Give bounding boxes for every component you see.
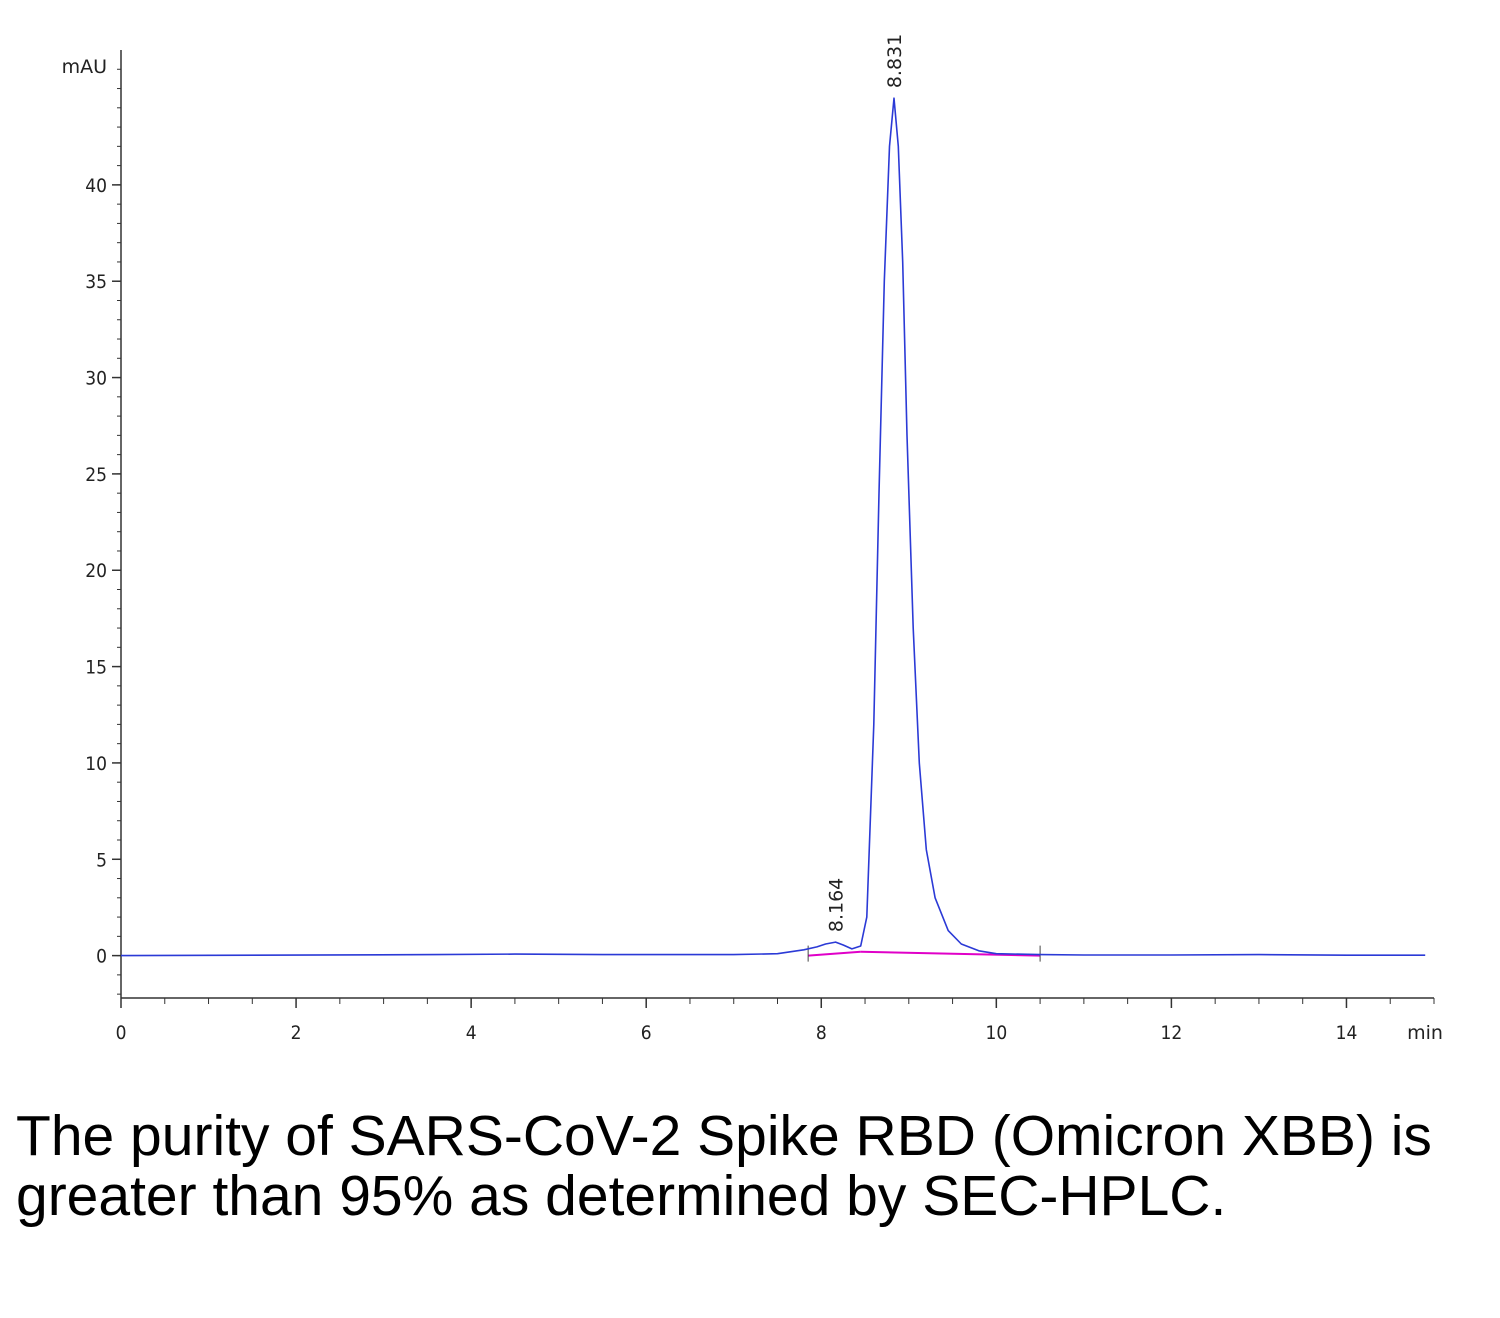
y-tick-label: 5 bbox=[96, 849, 107, 871]
axes bbox=[120, 50, 1434, 999]
integration-baseline bbox=[808, 950, 861, 957]
x-tick-label: 2 bbox=[291, 1022, 302, 1044]
y-tick-label: 35 bbox=[85, 271, 107, 293]
y-tick-label: 25 bbox=[85, 464, 107, 486]
y-tick-label: 0 bbox=[96, 946, 107, 968]
ticks bbox=[112, 68, 1435, 1008]
integration-baseline bbox=[860, 950, 1041, 957]
peak-label: 8.164 bbox=[826, 878, 848, 932]
labels: 0 5 10 15 20 25 30 35 40 mAU 0 2 4 6 8 10 12 14 min 8.164 8.… bbox=[62, 34, 1443, 1044]
y-tick-label: 15 bbox=[85, 657, 107, 679]
x-tick-label: 6 bbox=[641, 1022, 652, 1044]
chromatogram-trace bbox=[120, 97, 1426, 957]
x-unit-label: min bbox=[1407, 1022, 1443, 1044]
figure-caption: The purity of SARS-CoV-2 Spike RBD (Omic… bbox=[16, 1104, 1432, 1228]
x-tick-label: 14 bbox=[1336, 1022, 1358, 1044]
x-tick-label: 10 bbox=[985, 1022, 1007, 1044]
x-tick-label: 4 bbox=[466, 1022, 477, 1044]
y-tick-label: 20 bbox=[85, 560, 107, 582]
chromatogram-chart: 0 5 10 15 20 25 30 35 40 mAU 0 2 4 6 8 10 12 14 min 8.164 8.… bbox=[62, 34, 1443, 1044]
trace-layer bbox=[120, 97, 1426, 957]
x-tick-label: 12 bbox=[1161, 1022, 1183, 1044]
y-tick-label: 30 bbox=[85, 368, 107, 390]
peak-label: 8.831 bbox=[884, 34, 906, 88]
x-tick-label: 0 bbox=[116, 1022, 127, 1044]
y-tick-label: 40 bbox=[85, 175, 107, 197]
x-tick-label: 8 bbox=[816, 1022, 827, 1044]
y-tick-label: 10 bbox=[85, 753, 107, 775]
y-unit-label: mAU bbox=[62, 56, 107, 78]
